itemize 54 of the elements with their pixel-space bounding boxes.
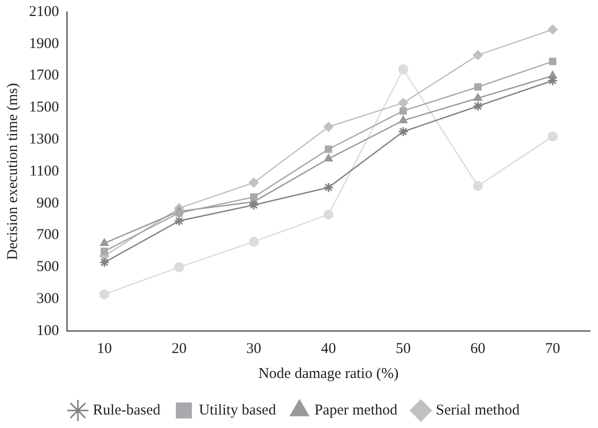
point	[99, 289, 110, 300]
point	[472, 180, 483, 191]
y-tick-label: 1500	[29, 100, 59, 116]
y-tick-label: 500	[36, 259, 59, 276]
point	[548, 131, 558, 142]
legend-label: Rule-based	[92, 402, 161, 418]
y-tick-label: 1900	[29, 36, 59, 52]
x-tick-label: 20	[172, 340, 187, 357]
legend-label: Utility based	[198, 402, 276, 418]
point	[248, 200, 260, 210]
y-tick-label: 2100	[29, 4, 59, 20]
point	[248, 236, 259, 247]
x-tick-label: 60	[470, 340, 486, 357]
point	[248, 178, 259, 188]
point	[398, 115, 408, 124]
point	[548, 24, 558, 35]
point	[100, 238, 109, 246]
point	[398, 126, 408, 137]
point	[100, 248, 108, 255]
point	[323, 182, 334, 193]
point	[400, 107, 407, 115]
point	[547, 75, 558, 86]
y-tick-label: 300	[36, 291, 59, 308]
point	[174, 216, 184, 226]
y-tick-label: 1100	[30, 163, 59, 180]
point	[324, 122, 334, 132]
point	[548, 58, 556, 66]
x-tick-label: 10	[96, 340, 112, 357]
y-tick-label: 900	[36, 195, 59, 212]
point	[250, 193, 258, 201]
point	[324, 145, 332, 153]
y-tick-label: 1300	[29, 132, 59, 148]
point	[398, 98, 408, 108]
legend-label: Serial method	[436, 402, 520, 418]
x-tick-label: 30	[246, 340, 262, 357]
point	[474, 93, 482, 101]
point	[474, 83, 482, 91]
point	[324, 154, 333, 162]
point	[175, 209, 183, 217]
point	[472, 100, 484, 112]
y-tick-label: 700	[36, 227, 59, 244]
point	[324, 210, 334, 220]
y-tick-label: 100	[36, 322, 59, 339]
y-axis-title: Decision execution time (ms)	[4, 82, 21, 260]
x-tick-label: 40	[321, 340, 336, 357]
point	[472, 50, 483, 60]
point	[174, 262, 184, 272]
legend-label: Paper method	[314, 402, 398, 418]
y-tick-label: 1700	[29, 68, 59, 84]
x-tick-label: 70	[545, 340, 560, 357]
point	[398, 64, 408, 74]
x-axis-title: Node damage ratio (%)	[258, 366, 399, 382]
x-tick-label: 50	[396, 340, 411, 357]
point	[99, 257, 110, 268]
